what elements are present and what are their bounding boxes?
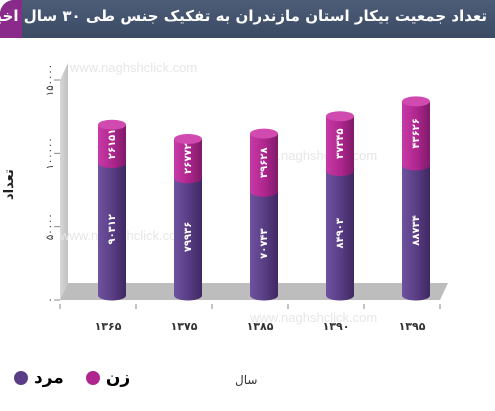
label-male-2: ۷۰۷۴۳ — [259, 228, 270, 259]
bar-female-3 — [326, 116, 354, 176]
bar-cap-1 — [174, 133, 202, 144]
corner-tag — [0, 0, 22, 38]
bar-female-1 — [174, 138, 202, 184]
x-tick-label-3: ۱۳۹۰ — [323, 320, 350, 333]
y-tick-label-1: ۵۰۰۰۰ — [45, 213, 56, 240]
watermark-0: www.naghshclick.com — [69, 60, 197, 75]
label-male-3: ۸۴۹۰۳ — [335, 218, 346, 249]
back-wall — [60, 63, 68, 300]
legend-label-male: مرد — [34, 368, 64, 388]
x-tick-label-4: ۱۳۹۵ — [399, 320, 426, 333]
legend-label-female: زن — [105, 368, 131, 388]
x-tick-label-1: ۱۳۷۵ — [171, 320, 198, 333]
chart-title: تعداد جمعیت بیکار استان مازندران به تفکی… — [0, 7, 487, 25]
legend-item-male: مرد — [14, 368, 64, 388]
label-female-1: ۲۶۷۷۲ — [183, 143, 194, 174]
label-female-3: ۳۷۳۴۵ — [335, 128, 346, 159]
watermark-3: www.naghshclick.com — [249, 310, 377, 325]
x-axis-label: سال — [235, 373, 258, 387]
bar-cap-4 — [402, 96, 430, 107]
label-male-4: ۸۸۷۳۴ — [411, 215, 422, 246]
legend: زن مرد — [14, 368, 130, 388]
bar-male-2 — [250, 191, 278, 301]
bar-male-1 — [174, 178, 202, 301]
bar-female-4 — [402, 101, 430, 171]
label-female-4: ۴۳۶۲۶ — [411, 118, 422, 149]
label-male-1: ۷۹۹۳۶ — [183, 222, 194, 253]
x-tick-label-2: ۱۳۸۵ — [247, 320, 274, 333]
bar-male-3 — [326, 170, 354, 301]
legend-swatch-female — [85, 371, 100, 385]
legend-item-female: زن — [85, 368, 131, 388]
y-tick-label-3: ۱۵۰۰۰۰ — [45, 64, 56, 96]
label-female-0: ۲۶۱۵۱ — [107, 129, 118, 160]
bar-cap-3 — [326, 111, 354, 122]
bar-male-0 — [98, 163, 126, 301]
y-axis-label: تعداد — [2, 169, 17, 201]
bar-female-0 — [98, 124, 126, 169]
bar-male-4 — [402, 165, 430, 301]
x-tick-label-0: ۱۳۶۵ — [95, 320, 122, 333]
legend-swatch-male — [14, 371, 28, 385]
bar-cap-0 — [98, 119, 126, 130]
y-tick-label-2: ۱۰۰۰۰۰ — [45, 137, 56, 169]
bar-cap-2 — [250, 128, 278, 139]
bar-female-2 — [250, 133, 278, 197]
title-bar: تعداد جمعیت بیکار استان مازندران به تفکی… — [0, 0, 495, 38]
label-female-2: ۳۹۶۲۸ — [259, 147, 270, 178]
y-tick-label-0: ۰ — [45, 297, 56, 302]
label-male-0: ۹۰۳۱۲ — [107, 214, 118, 245]
chart-canvas: www.naghshclick.comwww.naghshclick.comww… — [45, 60, 448, 333]
